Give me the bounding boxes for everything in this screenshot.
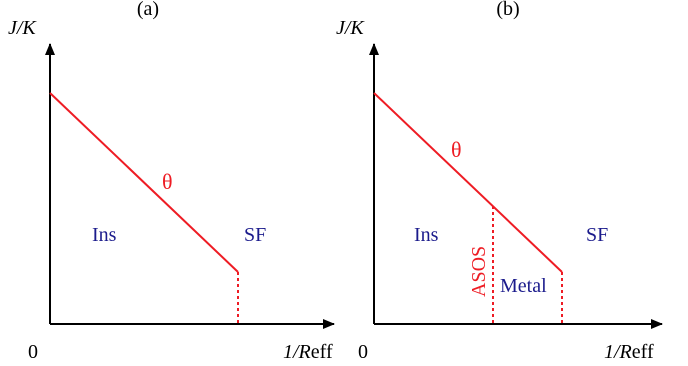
panel-a-region-ins: Ins bbox=[92, 224, 117, 246]
panel-a-theta-boundary-line bbox=[49, 92, 239, 273]
panel-a-theta-label: θ bbox=[162, 169, 173, 194]
panel-a-y-axis-label: J/K bbox=[8, 17, 37, 39]
panel-b-label: (b) bbox=[496, 0, 519, 20]
panel-b-region-sf: SF bbox=[586, 224, 608, 246]
panel-b-x-axis-label: 1/Reff bbox=[604, 341, 654, 363]
panel-a-origin-label: 0 bbox=[28, 341, 38, 363]
panel-b: (b) J/K θ Ins SF Metal ASOS 0 1/Reff bbox=[336, 0, 663, 363]
panel-a-label: (a) bbox=[137, 0, 159, 20]
panel-b-theta-boundary-line bbox=[373, 92, 563, 273]
panel-b-y-axis-label: J/K bbox=[336, 17, 365, 39]
panel-a-x-axis-label: 1/Reff bbox=[283, 341, 333, 363]
panel-b-region-metal: Metal bbox=[500, 275, 547, 297]
panel-b-origin-label: 0 bbox=[358, 341, 368, 363]
panel-b-asos-label: ASOS bbox=[468, 246, 490, 297]
panel-b-theta-label: θ bbox=[451, 137, 462, 162]
panel-a: (a) J/K θ Ins SF 0 1/Reff bbox=[8, 0, 335, 363]
panel-b-region-ins: Ins bbox=[414, 224, 439, 246]
panel-a-region-sf: SF bbox=[244, 224, 266, 246]
